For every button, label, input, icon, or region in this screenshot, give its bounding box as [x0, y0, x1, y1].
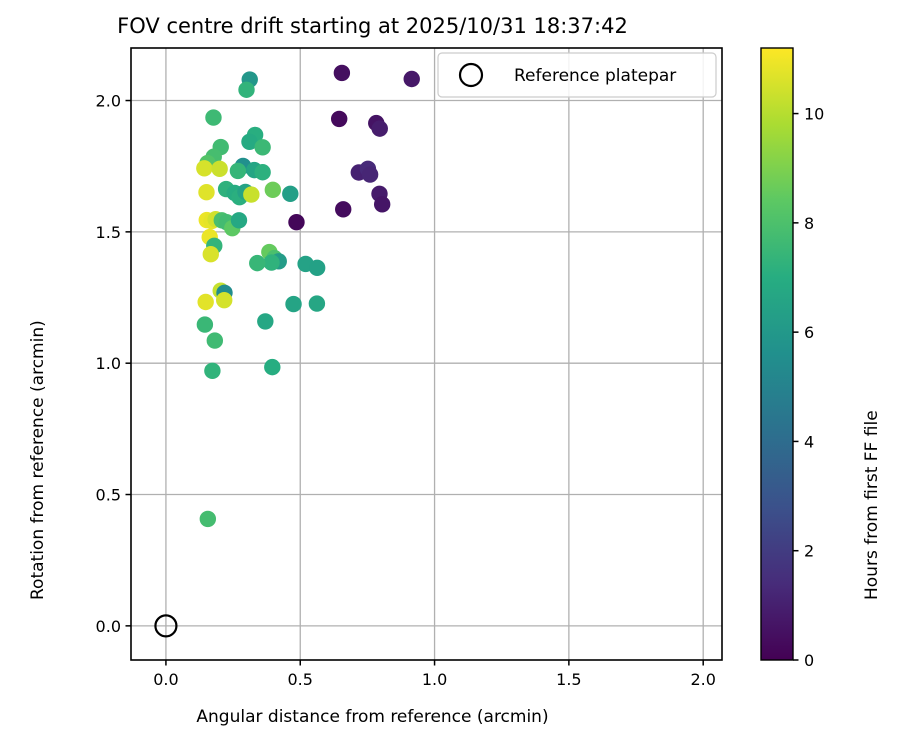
colorbar-tick-label-5: 10 — [804, 105, 824, 124]
y-tick-label-4: 2.0 — [96, 92, 121, 111]
scatter-point — [202, 245, 219, 263]
colorbar-tick-label-0: 0 — [804, 651, 814, 670]
scatter-point — [229, 162, 247, 180]
scatter-point — [335, 201, 352, 218]
scatter-point — [204, 362, 221, 380]
x-tick-label-0: 0.0 — [153, 670, 178, 689]
scatter-point — [198, 184, 215, 201]
scatter-point — [249, 254, 266, 272]
scatter-point — [241, 133, 258, 150]
y-tick-label-0: 0.0 — [96, 617, 121, 636]
scatter-point — [238, 81, 255, 98]
chart-title: FOV centre drift starting at 2025/10/31 … — [117, 14, 628, 38]
colorbar-tick-label-2: 4 — [804, 432, 814, 451]
scatter-point — [333, 64, 351, 82]
scatter-point — [199, 510, 217, 528]
y-axis-label: Rotation from reference (arcmin) — [28, 320, 48, 600]
scatter-point — [264, 181, 282, 199]
scatter-point — [205, 109, 222, 126]
scatter-point — [196, 316, 214, 333]
x-tick-label-4: 2.0 — [690, 670, 715, 689]
scatter-point — [206, 332, 224, 349]
scatter-point — [330, 110, 348, 128]
scatter-point — [196, 160, 213, 177]
scatter-point — [211, 160, 228, 178]
scatter-point — [254, 164, 271, 181]
scatter-points — [196, 64, 420, 528]
y-tick-label-2: 1.0 — [96, 354, 121, 373]
colorbar-label: Hours from first FF file — [862, 410, 882, 600]
scatter-point — [373, 196, 391, 213]
scatter-point — [230, 212, 248, 229]
axes-spine — [130, 47, 723, 661]
colorbar-tick-label-3: 6 — [804, 323, 814, 342]
legend-reference-circle-icon — [458, 62, 484, 88]
scatter-point — [197, 293, 214, 311]
scatter-point — [371, 120, 388, 137]
scatter-point — [243, 186, 260, 203]
scatter-point — [254, 139, 271, 156]
scatter-point — [288, 213, 305, 231]
scatter-point — [308, 259, 326, 277]
colorbar-tick-label-1: 2 — [804, 542, 814, 561]
x-tick-label-3: 1.5 — [556, 670, 581, 689]
scatter-point — [257, 313, 274, 330]
colorbar-gradient — [760, 47, 794, 661]
scatter-point — [361, 166, 379, 183]
y-tick-label-1: 0.5 — [96, 486, 121, 505]
scatter-point — [264, 358, 281, 376]
scatter-point — [285, 295, 302, 313]
x-tick-label-2: 1.0 — [422, 670, 447, 689]
reference-platepar-marker — [154, 614, 178, 638]
colorbar-tick-label-4: 8 — [804, 214, 814, 233]
legend-label: Reference platepar — [514, 66, 676, 86]
scatter-point — [282, 185, 299, 202]
scatter-point — [216, 291, 233, 309]
x-axis-label: Angular distance from reference (arcmin) — [196, 707, 549, 727]
scatter-point — [308, 295, 326, 312]
plot-area-background — [131, 48, 722, 660]
scatter-point — [403, 70, 420, 88]
y-tick-label-3: 1.5 — [96, 223, 121, 242]
x-tick-label-1: 0.5 — [288, 670, 313, 689]
scatter-point — [263, 254, 280, 271]
legend-box — [437, 52, 717, 98]
